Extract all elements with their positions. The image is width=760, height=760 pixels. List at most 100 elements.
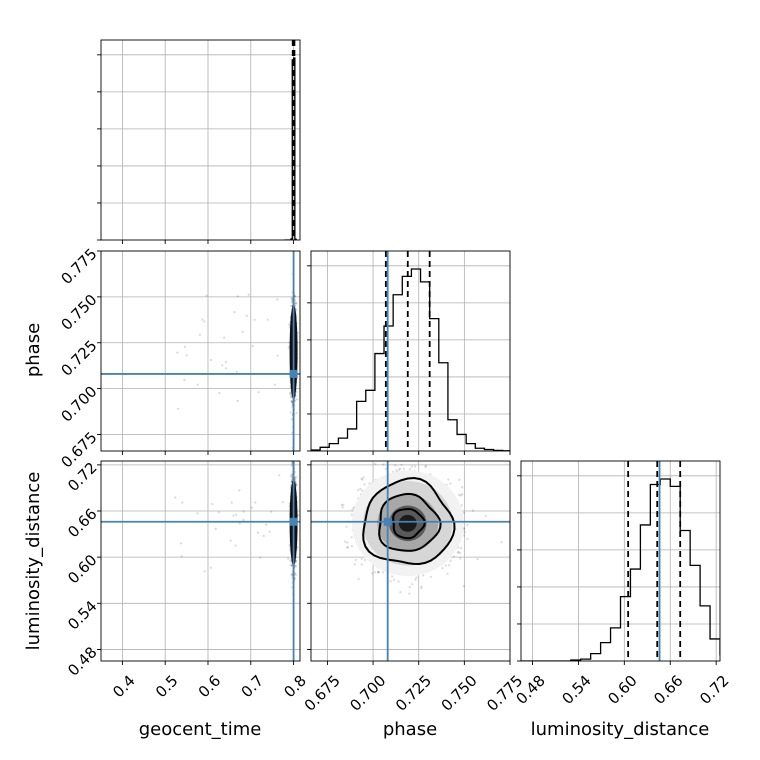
sample-point <box>236 399 239 403</box>
sample-point <box>250 506 253 509</box>
sample-point <box>289 564 293 567</box>
sample-point <box>433 454 435 456</box>
panel-frame <box>520 460 721 662</box>
sample-point <box>447 564 451 567</box>
sample-point <box>360 557 363 561</box>
panel-frame <box>100 39 301 241</box>
sample-point <box>410 465 413 468</box>
panel-hist-luminosity-distance <box>521 461 720 661</box>
sample-point <box>459 546 463 550</box>
sample-point <box>183 345 187 348</box>
sample-point <box>471 509 475 512</box>
sample-point <box>414 578 417 581</box>
sample-point <box>377 570 380 574</box>
sample-point <box>295 302 298 305</box>
sample-point <box>351 508 354 512</box>
sample-point <box>457 550 460 554</box>
sample-point <box>463 534 466 537</box>
sample-point <box>185 354 188 357</box>
sample-point <box>294 564 298 568</box>
sample-point <box>345 525 348 528</box>
y-axis-label-phase: phase <box>23 323 44 377</box>
sample-point <box>251 344 254 348</box>
truth-marker <box>289 517 298 526</box>
sample-point <box>399 591 402 594</box>
sample-point <box>368 482 371 485</box>
sample-point <box>353 563 357 566</box>
sample-point <box>289 394 293 398</box>
sample-point <box>278 474 281 477</box>
sample-point <box>400 463 403 467</box>
sample-point <box>289 391 292 395</box>
scatter-points <box>174 457 300 597</box>
sample-point <box>229 539 232 542</box>
sample-point <box>181 501 184 504</box>
sample-point <box>476 557 479 561</box>
sample-point <box>232 514 235 517</box>
x-axis-label-luminosity-distance: luminosity_distance <box>531 719 710 740</box>
sample-point <box>209 566 212 569</box>
sample-point <box>290 573 293 576</box>
sample-point <box>245 314 248 317</box>
sample-point <box>290 573 294 577</box>
sample-point <box>422 574 425 577</box>
sample-point <box>361 478 364 481</box>
sample-point <box>460 504 463 507</box>
sample-point <box>408 585 411 589</box>
sample-point <box>262 534 265 538</box>
sample-point <box>270 510 273 513</box>
x-axis-label-phase: phase <box>383 719 437 740</box>
sample-point <box>196 383 199 386</box>
sample-point <box>294 560 298 563</box>
sample-point <box>198 333 201 336</box>
sample-point <box>447 478 450 481</box>
sample-point <box>223 336 226 339</box>
sample-point <box>466 523 469 527</box>
sample-point <box>287 557 290 560</box>
sample-point <box>295 411 298 415</box>
histogram-geocent-time <box>284 57 297 240</box>
sample-point <box>290 564 293 567</box>
sample-point <box>360 563 363 566</box>
sample-point <box>290 297 293 300</box>
sample-point <box>257 391 260 394</box>
sample-point <box>297 514 300 517</box>
sample-point <box>424 464 427 467</box>
sample-point <box>415 576 418 579</box>
sample-point <box>389 580 392 583</box>
sample-point <box>238 489 241 492</box>
sample-point <box>463 527 466 530</box>
sample-point <box>456 551 460 554</box>
sample-point <box>458 493 461 497</box>
sample-point <box>276 298 279 301</box>
sample-point <box>290 473 293 477</box>
sample-point <box>377 570 380 574</box>
sample-point <box>253 318 256 321</box>
sample-point <box>484 515 487 518</box>
panel-2d-luminosity-distance-vs-phase <box>311 454 510 661</box>
sample-point <box>183 378 186 381</box>
sample-point <box>217 511 220 514</box>
sample-point <box>266 318 269 321</box>
sample-point <box>238 522 241 525</box>
sample-point <box>390 575 394 578</box>
sample-point <box>287 347 290 350</box>
sample-point <box>176 351 179 354</box>
sample-point <box>402 467 405 470</box>
sample-point <box>259 556 262 559</box>
sample-point <box>292 457 294 459</box>
sample-point <box>374 462 377 466</box>
sample-point <box>341 506 344 509</box>
sample-point <box>361 489 364 492</box>
sample-point <box>466 537 469 541</box>
panel-hist-geocent-time <box>101 40 300 240</box>
sample-point <box>360 477 363 480</box>
sample-point <box>290 400 293 403</box>
sample-point <box>397 580 400 583</box>
sample-point <box>174 496 177 499</box>
sample-point <box>340 503 343 507</box>
sample-point <box>294 301 297 304</box>
sample-point <box>289 475 293 478</box>
sample-point <box>290 418 293 421</box>
sample-point <box>458 478 461 481</box>
